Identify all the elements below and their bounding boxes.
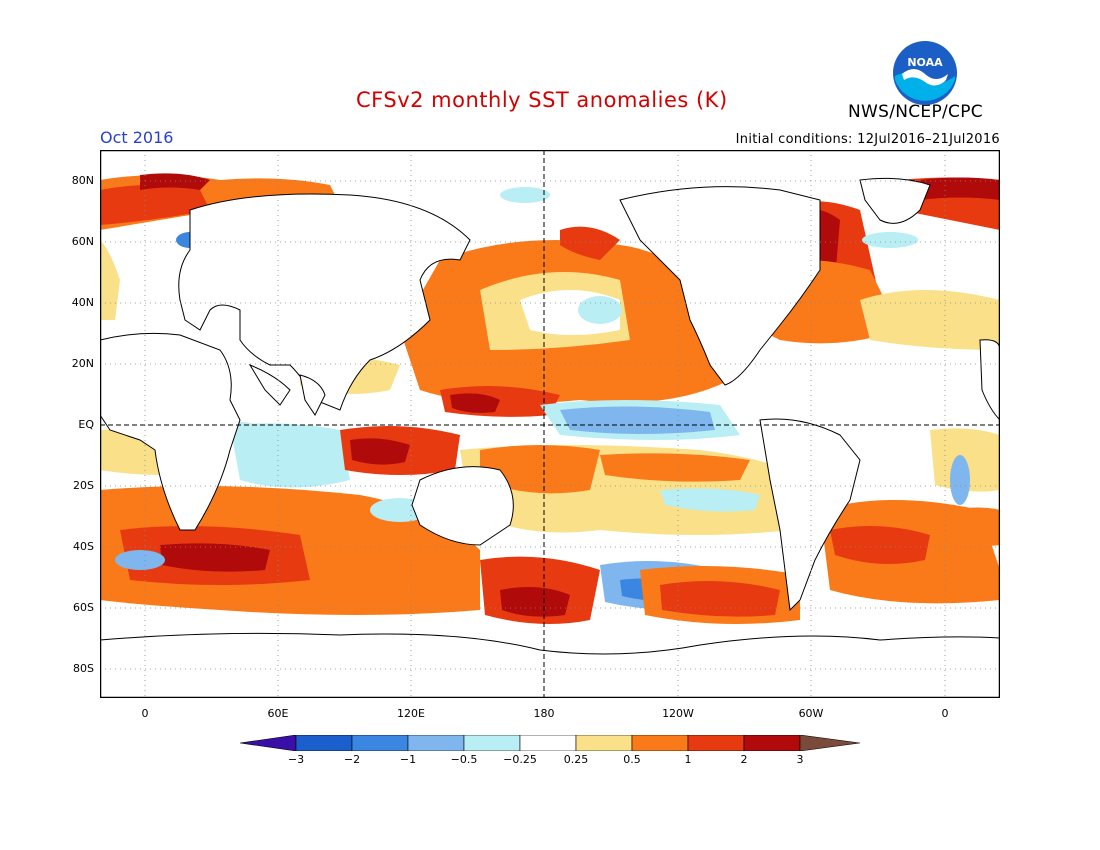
lat-label-20s: 20S [73, 479, 94, 492]
lat-label-40s: 40S [73, 540, 94, 553]
colorbar-m2-m1 [351, 735, 409, 751]
noaa-logo-text: NOAA [907, 56, 943, 69]
colorbar-p025-p05 [575, 735, 633, 751]
colorbar [240, 735, 860, 751]
forecast-month: Oct 2016 [100, 128, 174, 147]
lon-label-120w: 120W [662, 707, 694, 720]
sst-anomaly-map [100, 150, 1000, 698]
lon-label-0: 0 [141, 707, 149, 720]
chart-title: CFSv2 monthly SST anomalies (K) [356, 88, 728, 112]
lat-label-60s: 60S [73, 601, 94, 614]
colorbar-label-p025: 0.25 [563, 753, 589, 766]
lon-label-180: 180 [533, 707, 555, 720]
initial-conditions-label: Initial conditions: 12Jul2016–21Jul2016 [735, 132, 1000, 147]
lat-label-eq: EQ [78, 418, 94, 431]
colorbar-m1-m05 [407, 735, 465, 751]
colorbar-label-p2: 2 [740, 753, 748, 766]
colorbar-label-m025: −0.25 [503, 753, 537, 766]
lat-label-80s: 80S [73, 662, 94, 675]
lat-label-80n: 80N [71, 174, 94, 187]
reference-lines [100, 150, 1000, 698]
colorbar-neutral [519, 735, 577, 751]
lon-label-60e: 60E [267, 707, 289, 720]
colorbar-label-m2: −2 [343, 753, 361, 766]
graticule [100, 150, 1000, 698]
colorbar-label-p3: 3 [796, 753, 804, 766]
colorbar-label-p05: 0.5 [623, 753, 641, 766]
colorbar-lt-m3 [240, 735, 297, 751]
agency-label: NWS/NCEP/CPC [848, 102, 983, 122]
colorbar-m3-m2 [295, 735, 353, 751]
colorbar-m05-m025 [463, 735, 521, 751]
lon-label-120e: 120E [397, 707, 425, 720]
colorbar-label-m05: −0.5 [450, 753, 478, 766]
lon-label-60w: 60W [798, 707, 824, 720]
colorbar-p05-p1 [631, 735, 689, 751]
colorbar-label-m3: −3 [287, 753, 305, 766]
colorbar-gt-p3 [799, 735, 860, 751]
colorbar-label-p1: 1 [684, 753, 692, 766]
colorbar-label-m1: −1 [399, 753, 417, 766]
lon-label-0-east: 0 [941, 707, 949, 720]
noaa-logo: NOAA [893, 41, 957, 105]
lat-label-40n: 40N [71, 296, 94, 309]
colorbar-p2-p3 [743, 735, 801, 751]
lat-label-60n: 60N [71, 235, 94, 248]
colorbar-p1-p2 [687, 735, 745, 751]
continents [100, 177, 1000, 698]
lat-label-20n: 20N [71, 357, 94, 370]
